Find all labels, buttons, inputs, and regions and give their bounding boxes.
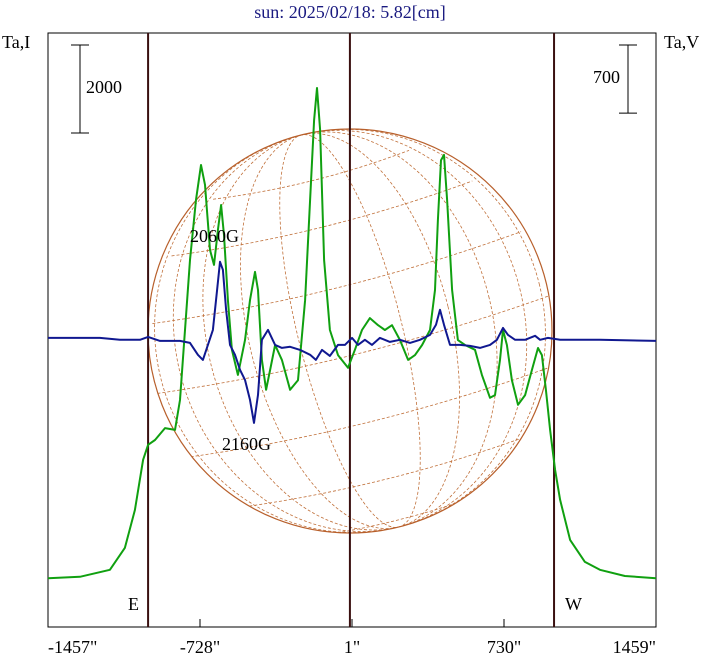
series-line — [48, 260, 657, 424]
x-tick-label: 730" — [487, 637, 521, 657]
chart-title: sun: 2025/02/18: 5.82[cm] — [254, 2, 446, 22]
series-line — [47, 87, 657, 580]
scale-bar-label: 700 — [593, 67, 620, 87]
x-tick-label: -1457" — [48, 637, 97, 657]
scale-bar-label: 2000 — [86, 77, 122, 97]
y2-axis-label: Ta,V — [664, 32, 699, 52]
x-tick-label: 1" — [344, 637, 360, 657]
x-tick-label: -728" — [180, 637, 220, 657]
annotation: W — [565, 594, 582, 614]
annotation: 2160G — [222, 434, 271, 454]
plot-frame — [47, 32, 657, 628]
annotation: 2060G — [190, 226, 239, 246]
annotation: E — [128, 594, 139, 614]
y-axis-label: Ta,I — [2, 32, 30, 52]
x-tick-label: 1459" — [613, 637, 656, 657]
